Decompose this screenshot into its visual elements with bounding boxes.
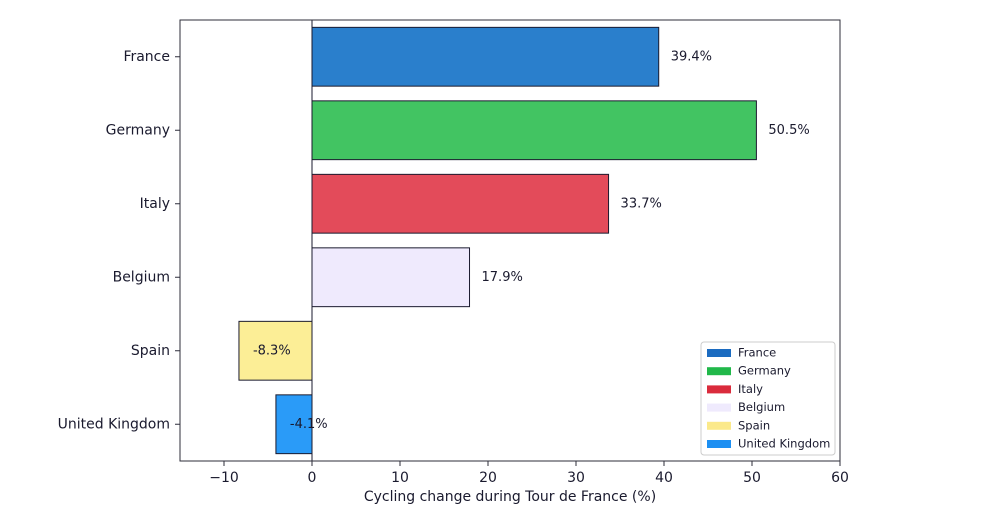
x-tick-label: 50 bbox=[743, 470, 761, 486]
bar-italy bbox=[311, 173, 610, 234]
legend-label: France bbox=[738, 346, 776, 360]
bar-value-label: 39.4% bbox=[671, 49, 712, 64]
legend-swatch bbox=[707, 349, 731, 357]
x-tick-label: −10 bbox=[209, 470, 239, 486]
bar-belgium bbox=[311, 247, 471, 308]
bar-value-label: 17.9% bbox=[482, 270, 523, 285]
plot-frame bbox=[179, 19, 841, 462]
bars-group: 39.4% 50.5% 33.7% 17.9% -8.3% -4.1% bbox=[238, 26, 810, 455]
bar-spain bbox=[238, 320, 313, 381]
x-tick-label: 60 bbox=[831, 470, 849, 486]
y-tick-label: Spain bbox=[131, 343, 170, 359]
legend-label: United Kingdom bbox=[738, 437, 830, 451]
x-tick-label: 20 bbox=[479, 470, 497, 486]
y-tick-label: United Kingdom bbox=[58, 416, 170, 432]
x-axis: −10 0 10 20 30 40 50 60 bbox=[209, 461, 849, 486]
bar-value-label: 33.7% bbox=[621, 196, 662, 211]
legend-frame bbox=[700, 341, 836, 456]
y-tick-label: Germany bbox=[106, 122, 170, 138]
x-axis-label: Cycling change during Tour de France (%) bbox=[364, 489, 656, 505]
legend: France Germany Italy Belgium Spain United Kin… bbox=[700, 341, 836, 456]
legend-swatch bbox=[707, 440, 731, 448]
bar-value-label: 50.5% bbox=[768, 123, 809, 138]
y-tick-label: Italy bbox=[140, 196, 170, 212]
y-axis: France Germany Italy Belgium Spain United Kin… bbox=[58, 49, 180, 432]
legend-label: Spain bbox=[738, 418, 770, 432]
legend-label: Italy bbox=[738, 382, 763, 396]
x-tick-label: 40 bbox=[655, 470, 673, 486]
legend-label: Belgium bbox=[738, 400, 785, 414]
bar-value-label: -8.3% bbox=[253, 343, 291, 358]
x-tick-label: 0 bbox=[308, 470, 317, 486]
legend-swatch bbox=[707, 385, 731, 394]
legend-label: Germany bbox=[738, 364, 791, 378]
y-tick-label: Belgium bbox=[113, 269, 170, 285]
bar-france bbox=[311, 26, 660, 87]
y-tick-label: France bbox=[123, 49, 170, 65]
legend-swatch bbox=[707, 421, 731, 430]
x-tick-label: 10 bbox=[391, 470, 409, 486]
bar-germany bbox=[311, 100, 757, 161]
x-tick-label: 30 bbox=[567, 470, 585, 486]
legend-swatch bbox=[707, 367, 731, 376]
legend-swatch bbox=[707, 403, 731, 412]
bar-value-label: -4.1% bbox=[290, 417, 328, 432]
